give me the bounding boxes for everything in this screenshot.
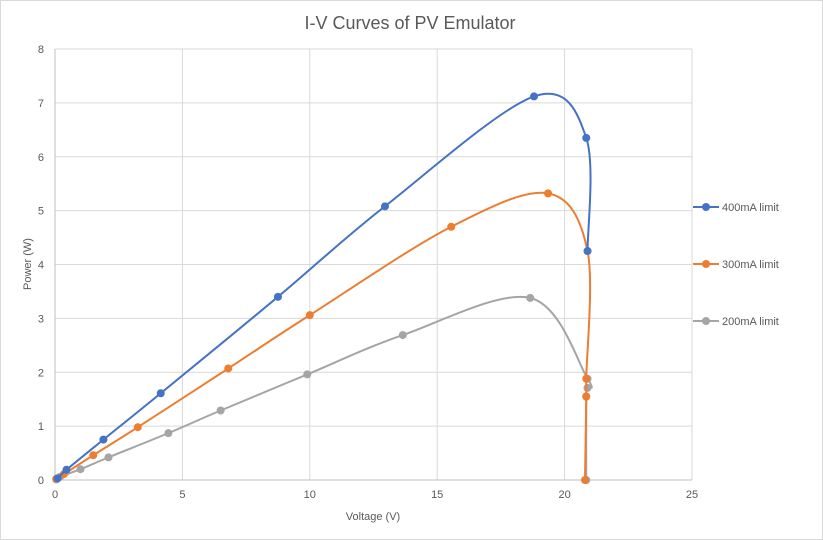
data-point: [582, 133, 591, 142]
x-tick-label: 25: [686, 489, 698, 501]
legend-marker: [702, 260, 710, 268]
legend-item: 400mA limit: [693, 202, 779, 214]
data-point: [447, 222, 456, 231]
x-tick-label: 0: [52, 489, 58, 501]
data-point: [582, 392, 591, 401]
data-point: [62, 465, 71, 474]
y-axis-label: Power (W): [22, 238, 34, 290]
legend: 400mA limit 300mA limit 200mA limit: [693, 202, 779, 328]
y-tick-label: 3: [38, 313, 44, 325]
y-tick-label: 6: [38, 152, 44, 164]
series-2: [52, 189, 592, 484]
x-tick-labels: 0 5 10 15 20 25: [52, 489, 698, 501]
y-tick-label: 8: [38, 44, 44, 56]
legend-marker: [702, 317, 710, 325]
data-point: [582, 374, 591, 383]
x-tick-label: 15: [431, 489, 443, 501]
series-line: [56, 92, 592, 480]
series-1: [53, 92, 592, 483]
y-tick-labels: 0 1 2 3 4 5 6 7 8: [38, 44, 44, 487]
data-point: [53, 474, 62, 483]
gridlines: [54, 48, 693, 481]
series-3: [52, 293, 593, 484]
legend-label: 200mA limit: [722, 316, 779, 328]
x-axis-label: Voltage (V): [346, 511, 400, 523]
data-point: [583, 247, 592, 256]
data-point: [273, 292, 282, 301]
x-tick-label: 20: [558, 489, 570, 501]
data-point: [398, 331, 407, 340]
y-tick-label: 2: [38, 367, 44, 379]
data-point: [303, 370, 312, 379]
data-point: [526, 293, 535, 302]
y-tick-label: 4: [38, 260, 44, 272]
data-point: [99, 435, 108, 444]
data-point: [156, 389, 165, 398]
legend-label: 300mA limit: [722, 259, 779, 271]
legend-item: 200mA limit: [693, 316, 779, 328]
data-point: [164, 429, 173, 438]
series-group: [52, 92, 593, 484]
y-tick-label: 1: [38, 421, 44, 433]
y-tick-label: 5: [38, 206, 44, 218]
x-tick-label: 10: [304, 489, 316, 501]
legend-item: 300mA limit: [693, 259, 779, 271]
series-line: [55, 191, 592, 481]
chart-title: I-V Curves of PV Emulator: [304, 13, 515, 33]
x-tick-label: 5: [179, 489, 185, 501]
data-point: [544, 189, 553, 198]
data-point: [104, 453, 113, 462]
data-point: [580, 476, 589, 484]
y-tick-label: 0: [38, 475, 44, 487]
data-point: [380, 202, 389, 211]
data-point: [530, 92, 539, 101]
y-tick-label: 7: [38, 98, 44, 110]
data-point: [76, 465, 85, 474]
data-point: [216, 406, 225, 415]
data-point: [89, 451, 98, 460]
legend-marker: [702, 203, 710, 211]
data-point: [133, 423, 142, 432]
data-point: [305, 311, 314, 320]
data-point: [224, 364, 233, 373]
legend-label: 400mA limit: [722, 202, 779, 214]
series-line: [55, 295, 593, 481]
data-point: [583, 383, 592, 392]
